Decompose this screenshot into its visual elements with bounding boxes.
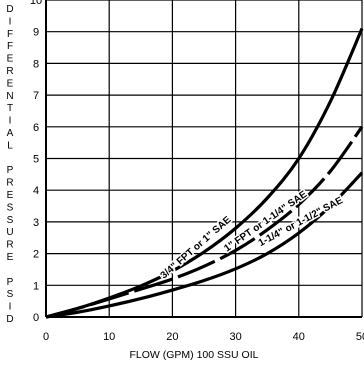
y-axis-label-letter: D [6, 314, 13, 325]
y-axis-label-letter: P [7, 277, 14, 288]
x-tick-label: 10 [103, 331, 115, 343]
x-tick-label: 20 [166, 331, 178, 343]
y-axis-label-letter: T [7, 103, 13, 114]
y-axis-label-letter: R [6, 178, 13, 189]
series-line-3 [45, 171, 364, 319]
y-tick-label: 5 [33, 154, 39, 166]
curves [45, 27, 364, 319]
y-tick-label: 4 [33, 185, 39, 197]
x-tick-label: 40 [293, 331, 305, 343]
y-axis-label-letter: E [7, 54, 14, 65]
y-axis-label-letter: F [7, 29, 13, 40]
y-axis-label-letter: S [7, 215, 14, 226]
y-axis-label-letter: R [6, 66, 13, 77]
y-axis-label-letter: F [7, 41, 13, 52]
y-axis-label-letter: S [7, 202, 14, 213]
x-tick-labels: 0 10 20 30 40 50 [43, 331, 364, 343]
y-axis-label-letter: P [7, 165, 14, 176]
y-tick-label: 10 [30, 0, 42, 7]
y-axis-label-letter: L [7, 140, 13, 151]
y-axis-label-letter: E [7, 78, 14, 89]
x-tick-label: 50 [356, 331, 364, 343]
series-line-2 [45, 125, 364, 319]
y-tick-label: 8 [33, 58, 39, 70]
grid [45, 0, 363, 318]
y-axis-label-letter: I [9, 16, 12, 27]
y-axis-label-letter: I [9, 116, 12, 127]
y-tick-label: 2 [33, 249, 39, 261]
x-axis-label: FLOW (GPM) 100 SSU OIL [130, 349, 259, 361]
y-axis-label-letter: A [7, 128, 14, 139]
y-tick-label: 6 [33, 122, 39, 134]
y-tick-label: 1 [33, 280, 39, 292]
y-axis-label-letter: E [7, 190, 14, 201]
y-axis-label-letter: U [6, 227, 13, 238]
x-tick-label: 30 [229, 331, 241, 343]
y-tick-label: 3 [33, 217, 39, 229]
series-line-1 [45, 27, 364, 319]
y-axis-label-letter: R [6, 240, 13, 251]
y-tick-label: 9 [33, 27, 39, 39]
y-axis-label-letter: N [6, 91, 13, 102]
y-axis-label-letter: E [7, 252, 14, 263]
y-axis-label-letter: S [7, 289, 14, 300]
y-axis-label-letter: D [6, 4, 13, 15]
y-tick-label: 7 [33, 90, 39, 102]
y-tick-label: 0 [33, 312, 39, 324]
y-tick-labels: 0 1 2 3 4 5 6 7 8 9 10 [30, 0, 42, 324]
x-tick-label: 0 [43, 331, 49, 343]
y-axis-label-letter: I [9, 302, 12, 313]
